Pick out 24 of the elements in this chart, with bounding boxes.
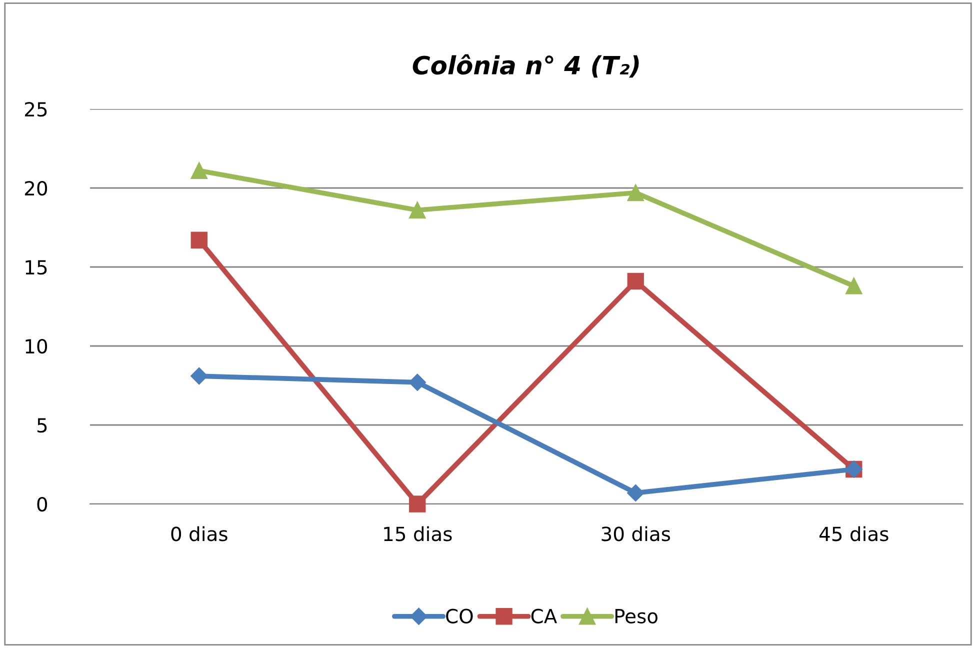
point xyxy=(408,374,426,391)
point xyxy=(627,484,644,502)
x-tick-label: 30 dias xyxy=(602,526,670,542)
y-tick-label: 10 xyxy=(26,338,48,354)
point xyxy=(409,496,426,512)
chart-title: Colônia n° 4 (T₂) xyxy=(412,54,639,78)
point xyxy=(190,232,208,248)
y-tick-label: 25 xyxy=(25,102,47,117)
legend-label: Peso xyxy=(615,609,658,624)
y-tick-label: 5 xyxy=(37,418,47,433)
point xyxy=(190,367,208,385)
y-tick-label: 0 xyxy=(37,496,48,512)
y-tick-label: 20 xyxy=(25,180,48,196)
legend-label: CO xyxy=(446,608,473,624)
y-tick-label: 15 xyxy=(26,260,47,275)
legend-label: CA xyxy=(531,608,557,624)
point xyxy=(409,202,426,218)
point xyxy=(846,278,862,294)
point xyxy=(190,162,208,179)
x-tick-label: 15 dias xyxy=(384,526,452,542)
x-tick-label: 45 dias xyxy=(819,526,888,542)
x-tick-label: 0 dias xyxy=(171,526,228,542)
point xyxy=(627,184,644,202)
point xyxy=(627,272,644,290)
